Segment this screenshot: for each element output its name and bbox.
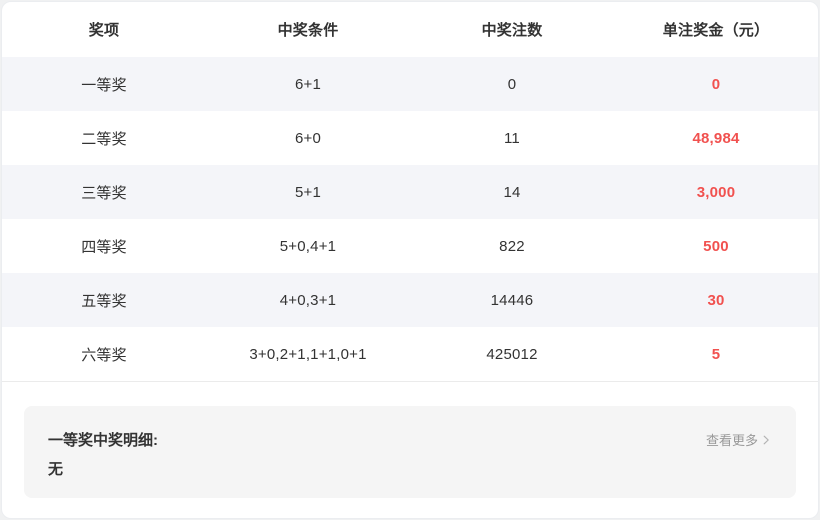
amount-cell: 3,000 [696, 183, 736, 201]
condition-cell: 3+0,2+1,1+1,0+1 [249, 345, 367, 363]
condition-cell: 6+0 [294, 129, 322, 147]
detail-content: 无 [48, 461, 64, 478]
table-row-third-prize: 三等奖 5+1 14 3,000 [2, 165, 818, 219]
view-more-label: 查看更多 [705, 432, 758, 448]
table-row-sixth-prize: 六等奖 3+0,2+1,1+1,0+1 425012 5 [2, 327, 818, 381]
column-header-prize: 奖项 [88, 22, 120, 39]
condition-cell: 5+0,4+1 [279, 237, 337, 255]
table-row-fourth-prize: 四等奖 5+0,4+1 822 500 [2, 219, 818, 273]
prize-table: 奖项 中奖条件 中奖注数 单注奖金（元） 一等奖 6+1 0 0 二等奖 6+0… [2, 2, 818, 382]
amount-cell: 5 [711, 345, 721, 363]
view-more-link[interactable]: 查看更多 [706, 430, 772, 449]
table-row-second-prize: 二等奖 6+0 11 48,984 [2, 111, 818, 165]
prize-name-cell: 四等奖 [81, 238, 127, 256]
chevron-right-icon [760, 434, 772, 446]
column-header-count: 中奖注数 [481, 22, 543, 39]
condition-cell: 4+0,3+1 [279, 291, 337, 309]
prize-name-cell: 一等奖 [81, 76, 127, 94]
amount-cell: 48,984 [692, 129, 740, 147]
prize-name-cell: 五等奖 [81, 292, 127, 310]
condition-cell: 5+1 [294, 183, 322, 201]
condition-cell: 6+1 [294, 75, 322, 93]
column-header-amount: 单注奖金（元） [662, 22, 770, 39]
count-cell: 425012 [486, 345, 538, 363]
column-header-condition: 中奖条件 [277, 22, 339, 39]
prize-name-cell: 六等奖 [81, 346, 127, 364]
amount-cell: 0 [711, 75, 721, 93]
count-cell: 14446 [490, 291, 534, 309]
count-cell: 0 [507, 75, 517, 93]
count-cell: 822 [499, 237, 525, 255]
amount-cell: 500 [703, 237, 729, 255]
count-cell: 11 [504, 129, 520, 147]
prize-name-cell: 二等奖 [81, 130, 127, 148]
prize-table-header-row: 奖项 中奖条件 中奖注数 单注奖金（元） [2, 2, 818, 57]
detail-header-row: 一等奖中奖明细: 查看更多 [48, 425, 772, 453]
table-row-first-prize: 一等奖 6+1 0 0 [2, 57, 818, 111]
detail-title: 一等奖中奖明细: [48, 431, 158, 449]
table-row-fifth-prize: 五等奖 4+0,3+1 14446 30 [2, 273, 818, 327]
amount-cell: 30 [707, 291, 725, 309]
first-prize-detail-box: 一等奖中奖明细: 查看更多 无 [24, 406, 796, 498]
prize-name-cell: 三等奖 [81, 184, 127, 202]
count-cell: 14 [503, 183, 521, 201]
